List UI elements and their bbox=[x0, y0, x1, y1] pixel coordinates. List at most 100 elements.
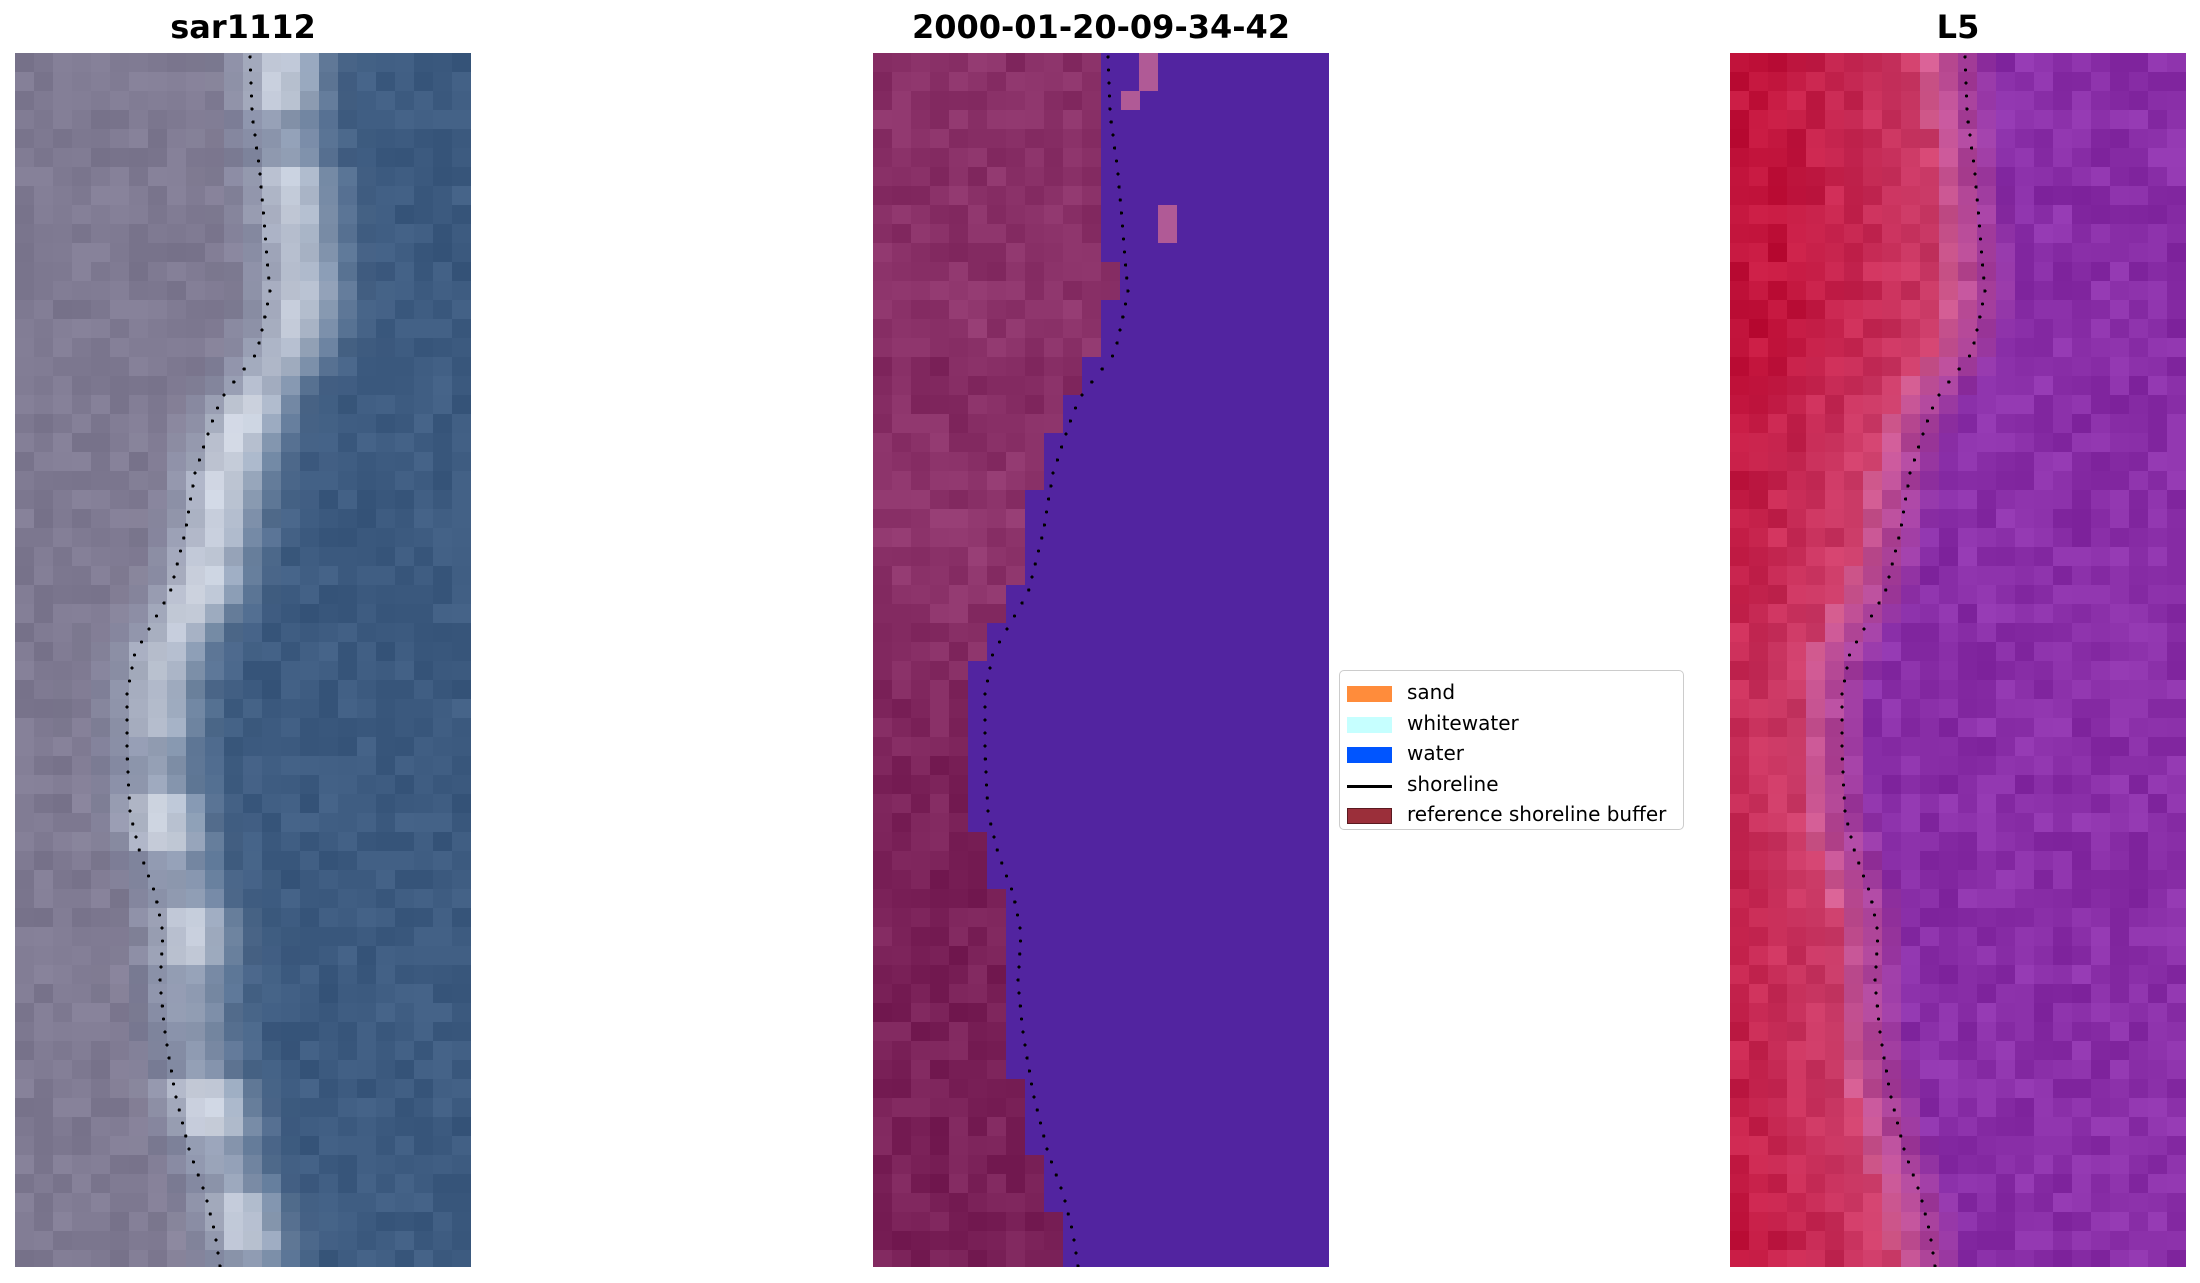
image-pixel bbox=[433, 1193, 452, 1212]
image-pixel bbox=[1958, 756, 1977, 775]
class-pixel bbox=[1272, 1155, 1291, 1174]
shoreline-dot bbox=[1060, 445, 1064, 449]
class-pixel bbox=[1082, 984, 1101, 1003]
image-pixel bbox=[2015, 1231, 2034, 1250]
image-pixel bbox=[433, 756, 452, 775]
image-pixel bbox=[1768, 1041, 1787, 1060]
image-pixel bbox=[1825, 718, 1844, 737]
shoreline-dot bbox=[249, 94, 254, 98]
class-pixel bbox=[1158, 642, 1177, 661]
shoreline-dot bbox=[983, 705, 987, 709]
shoreline-dot bbox=[1066, 1212, 1070, 1216]
image-pixel bbox=[281, 1117, 300, 1136]
class-pixel bbox=[1158, 167, 1177, 186]
image-pixel bbox=[1920, 433, 1939, 452]
class-pixel bbox=[1063, 1098, 1082, 1117]
shoreline-dot bbox=[267, 276, 271, 280]
image-pixel bbox=[452, 870, 471, 889]
class-pixel bbox=[968, 547, 987, 566]
class-pixel bbox=[930, 984, 949, 1003]
shoreline-dot bbox=[1923, 1212, 1927, 1216]
class-pixel bbox=[1006, 395, 1025, 414]
image-pixel bbox=[1730, 680, 1749, 699]
image-pixel bbox=[1882, 53, 1901, 72]
shoreline-dot bbox=[184, 523, 188, 527]
image-pixel bbox=[129, 794, 148, 813]
image-pixel bbox=[224, 737, 243, 756]
image-pixel bbox=[205, 72, 224, 91]
class-pixel bbox=[1006, 585, 1025, 604]
image-pixel bbox=[281, 414, 300, 433]
image-pixel bbox=[2148, 794, 2167, 813]
class-pixel bbox=[1120, 585, 1139, 604]
image-pixel bbox=[2053, 1022, 2072, 1041]
class-pixel bbox=[1120, 775, 1139, 794]
image-pixel bbox=[186, 1212, 205, 1231]
class-pixel bbox=[1310, 490, 1329, 509]
shoreline-dot bbox=[1874, 965, 1878, 969]
class-pixel bbox=[1082, 927, 1101, 946]
class-pixel bbox=[873, 547, 892, 566]
image-pixel bbox=[186, 376, 205, 395]
class-pixel bbox=[1234, 1250, 1253, 1267]
image-pixel bbox=[34, 832, 53, 851]
image-pixel bbox=[1958, 661, 1977, 680]
image-pixel bbox=[2034, 794, 2053, 813]
image-pixel bbox=[1939, 718, 1958, 737]
image-pixel bbox=[1863, 946, 1882, 965]
image-pixel bbox=[376, 338, 395, 357]
class-pixel bbox=[1006, 699, 1025, 718]
class-pixel bbox=[1272, 110, 1291, 129]
image-pixel bbox=[1920, 1041, 1939, 1060]
class-pixel bbox=[1101, 1212, 1120, 1231]
image-pixel bbox=[1920, 889, 1939, 908]
class-pixel bbox=[987, 414, 1006, 433]
class-pixel bbox=[1139, 946, 1158, 965]
class-pixel bbox=[930, 148, 949, 167]
shoreline-dot bbox=[1926, 1225, 1931, 1229]
image-pixel bbox=[186, 509, 205, 528]
class-pixel bbox=[968, 471, 987, 490]
image-pixel bbox=[34, 148, 53, 167]
class-pixel bbox=[1272, 300, 1291, 319]
image-pixel bbox=[1901, 509, 1920, 528]
image-pixel bbox=[281, 1174, 300, 1193]
class-pixel bbox=[1025, 471, 1044, 490]
image-pixel bbox=[1977, 775, 1996, 794]
image-pixel bbox=[1882, 471, 1901, 490]
class-pixel bbox=[949, 243, 968, 262]
image-pixel bbox=[357, 1136, 376, 1155]
image-pixel bbox=[300, 319, 319, 338]
shoreline-dots bbox=[125, 55, 272, 1267]
image-pixel bbox=[357, 281, 376, 300]
image-pixel bbox=[186, 205, 205, 224]
class-pixel bbox=[1101, 775, 1120, 794]
class-pixel bbox=[1044, 490, 1063, 509]
shoreline-dot bbox=[1124, 302, 1128, 306]
shoreline-dot bbox=[248, 68, 253, 72]
shoreline-dot bbox=[1978, 315, 1982, 319]
image-pixel bbox=[148, 813, 167, 832]
image-pixel bbox=[1996, 965, 2015, 984]
image-pixel bbox=[433, 1231, 452, 1250]
class-pixel bbox=[930, 1174, 949, 1193]
image-pixel bbox=[357, 91, 376, 110]
image-pixel bbox=[1958, 224, 1977, 243]
image-pixel bbox=[2015, 851, 2034, 870]
image-pixel bbox=[53, 585, 72, 604]
image-pixel bbox=[2053, 1250, 2072, 1267]
image-pixel bbox=[129, 1250, 148, 1267]
image-pixel bbox=[395, 1117, 414, 1136]
image-pixel bbox=[262, 1079, 281, 1098]
class-pixel bbox=[1272, 1079, 1291, 1098]
image-pixel bbox=[1996, 1250, 2015, 1267]
image-pixel bbox=[2091, 110, 2110, 129]
image-pixel bbox=[2148, 53, 2167, 72]
image-pixel bbox=[1749, 528, 1768, 547]
class-pixel bbox=[1291, 604, 1310, 623]
image-pixel bbox=[53, 148, 72, 167]
image-pixel bbox=[2053, 300, 2072, 319]
shoreline-dot bbox=[253, 133, 257, 137]
image-pixel bbox=[2091, 1003, 2110, 1022]
image-pixel bbox=[395, 984, 414, 1003]
